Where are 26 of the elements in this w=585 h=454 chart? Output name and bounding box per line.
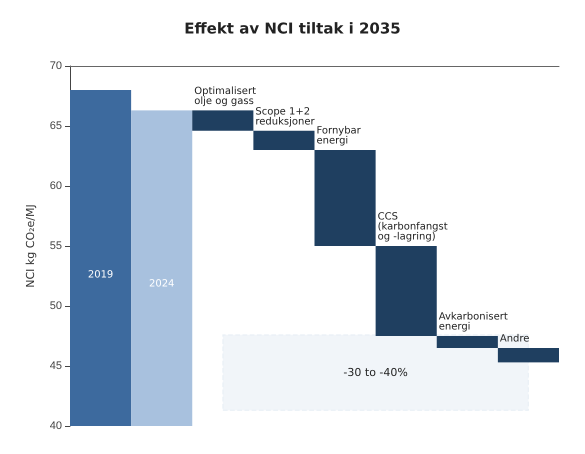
bar	[131, 110, 192, 426]
x-tick-label: 2024	[148, 278, 174, 290]
chart-title: Effekt av NCI tiltak i 2035	[184, 20, 401, 38]
x-tick-label: Optimalisert olje og gass	[194, 86, 260, 107]
bar	[314, 150, 376, 246]
y-tick-label: 40	[50, 420, 62, 432]
y-tick-label: 50	[50, 300, 62, 312]
bar	[192, 110, 254, 131]
x-tick-label: Avkarbonisert energi	[438, 312, 511, 332]
x-tick-label: Scope 1+2 reduksjoner	[255, 106, 316, 128]
band-label: -30 to -40%	[343, 366, 408, 380]
y-tick-label: 60	[50, 180, 62, 192]
x-tick-label: Andre	[500, 334, 530, 344]
bar	[498, 348, 559, 362]
bar	[70, 90, 132, 426]
x-tick-label: 2019	[88, 269, 114, 280]
y-tick-label: 45	[50, 360, 62, 372]
bar	[376, 246, 437, 336]
bar	[436, 336, 498, 348]
bar	[253, 130, 314, 150]
y-tick-label: 65	[50, 120, 62, 132]
y-axis-title: NCI kg CO₂e/MJ	[24, 204, 37, 288]
y-tick-label: 70	[50, 60, 62, 72]
x-tick-label: CCS (karbonfangst og -lagring)	[378, 212, 451, 242]
y-tick-label: 55	[50, 240, 62, 252]
x-tick-label: Fornybar energi	[316, 126, 364, 146]
